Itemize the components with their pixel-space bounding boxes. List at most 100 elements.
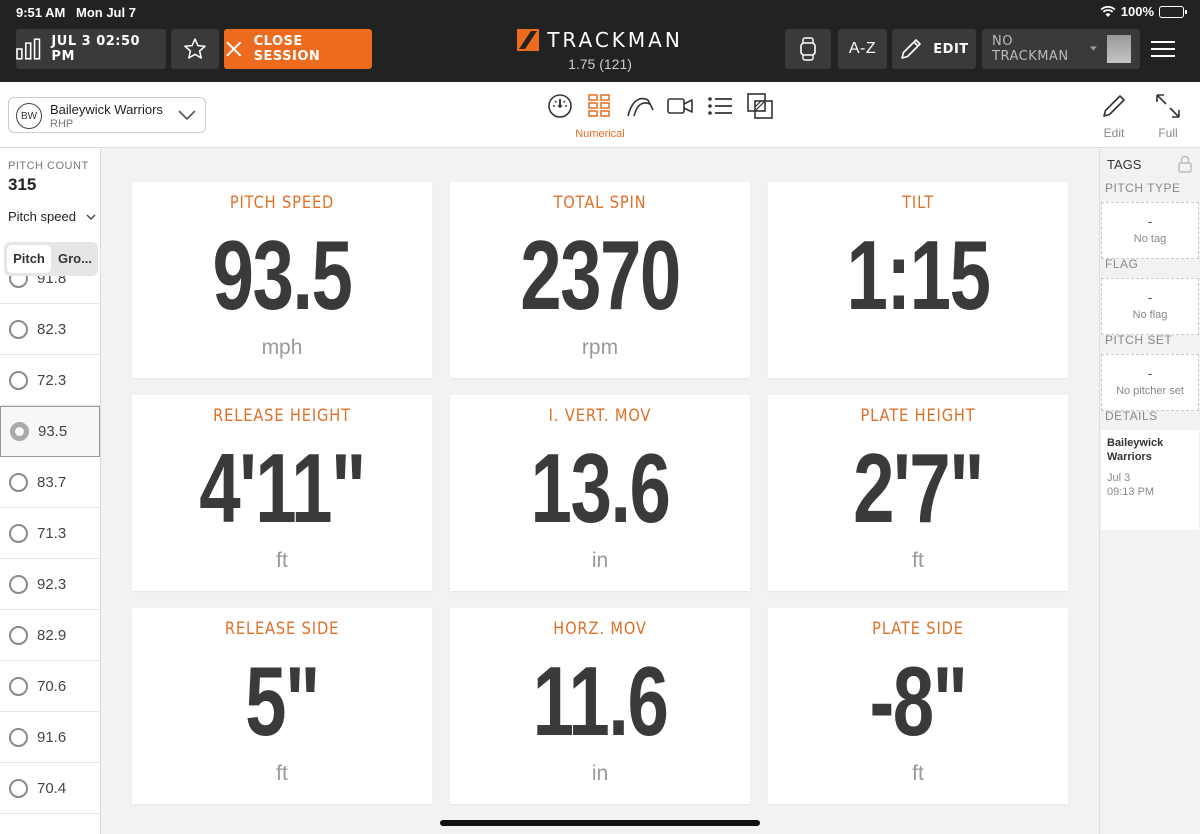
device-select[interactable]: NO TRACKMAN	[982, 29, 1140, 69]
metric-tile[interactable]: PLATE HEIGHT 2'7" ft	[768, 395, 1068, 591]
details-box: Baileywick Warriors Jul 3 09:13 PM	[1101, 430, 1199, 530]
active-view-label: Numerical	[575, 128, 625, 140]
list-item[interactable]: 83.7	[0, 457, 100, 508]
metric-tile[interactable]: RELEASE HEIGHT 4'11" ft	[132, 395, 432, 591]
metric-unit: rpm	[581, 336, 619, 359]
pitch-speed-value: 93.5	[38, 423, 68, 440]
radio-icon	[9, 778, 28, 798]
bar-chart-icon	[16, 38, 41, 60]
pitch-speed-value: 83.7	[37, 473, 67, 491]
metric-label: TOTAL SPIN	[553, 193, 647, 213]
app-version: 1.75 (121)	[568, 56, 632, 72]
radio-icon	[9, 625, 28, 645]
pitcher-hand: RHP	[50, 118, 74, 130]
pencil-icon	[901, 39, 922, 59]
list-item[interactable]: 70.6	[0, 661, 100, 712]
metric-grid: PITCH SPEED 93.5 mph TOTAL SPIN 2370 rpm TILT 1…	[102, 149, 1099, 834]
pitch-type-value: No tag	[1133, 233, 1167, 245]
sub-header: BW Baileywick Warriors RHP Numerical Edi…	[0, 82, 1200, 148]
metric-value: -8"	[869, 646, 969, 756]
pencil-icon	[1103, 95, 1125, 117]
metric-label: PLATE HEIGHT	[860, 406, 976, 426]
details-team: Baileywick Warriors	[1107, 437, 1164, 463]
list-item[interactable]: 82.3	[0, 304, 100, 355]
tab-video[interactable]	[666, 92, 694, 120]
radio-icon	[9, 370, 28, 390]
menu-button[interactable]	[1143, 29, 1183, 69]
metric-label: HORZ. MOV	[553, 619, 647, 639]
team-selector[interactable]: BW Baileywick Warriors RHP	[8, 97, 206, 133]
edit-tool-button[interactable]: Edit	[1094, 92, 1134, 140]
list-item[interactable]: 91.8	[0, 276, 100, 304]
details-date: Jul 3	[1107, 472, 1131, 484]
sort-value: Pitch speed	[8, 209, 76, 224]
list-item[interactable]: 72.3	[0, 355, 100, 406]
fullscreen-button[interactable]: Full	[1148, 92, 1188, 140]
star-icon	[184, 38, 206, 59]
list-item[interactable]: 93.5	[0, 406, 100, 457]
status-date: Mon Jul 7	[76, 5, 136, 20]
pitch-list[interactable]: 91.8 82.3 72.3 93.5 83.7 71.3 92.3 82.9 70.6 91.6…	[0, 276, 100, 834]
metric-value: 2'7"	[853, 433, 984, 543]
tab-trajectory[interactable]	[626, 92, 654, 120]
flag-tag[interactable]: - No flag	[1101, 278, 1199, 335]
metric-label: RELEASE SIDE	[224, 619, 340, 639]
metric-tile[interactable]: TOTAL SPIN 2370 rpm	[450, 182, 750, 378]
session-button[interactable]: JUL 3 02:50 PM	[16, 29, 166, 69]
pitch-speed-value: 91.8	[37, 276, 67, 287]
radio-icon	[9, 676, 28, 696]
pitch-type-tag[interactable]: - No tag	[1101, 202, 1199, 259]
lock-icon[interactable]	[1178, 155, 1192, 173]
segment-group[interactable]: Gro...	[58, 251, 92, 266]
metric-tile[interactable]: I. VERT. MOV 13.6 in	[450, 395, 750, 591]
pitch-set-dash: -	[1147, 366, 1153, 381]
pitch-set-label: PITCH SET	[1105, 333, 1173, 347]
pitch-count-label: PITCH COUNT	[8, 160, 89, 172]
metric-label: RELEASE HEIGHT	[213, 406, 351, 426]
chevron-down-icon	[86, 214, 96, 220]
pitch-set-tag[interactable]: - No pitcher set	[1101, 354, 1199, 411]
segment-pitch[interactable]: Pitch	[7, 245, 51, 273]
tab-dashboard[interactable]	[546, 92, 574, 120]
metric-tile[interactable]: HORZ. MOV 11.6 in	[450, 608, 750, 804]
status-time: 9:51 AM	[16, 5, 66, 20]
watch-button[interactable]	[785, 29, 831, 69]
pitch-speed-value: 71.3	[37, 524, 67, 542]
tab-compare[interactable]	[746, 92, 774, 120]
metric-value: 5"	[245, 646, 320, 756]
sort-az-button[interactable]: A-Z	[838, 29, 887, 69]
pitch-type-label: PITCH TYPE	[1105, 181, 1181, 195]
list-item[interactable]: 82.9	[0, 610, 100, 661]
list-item[interactable]: 71.3	[0, 508, 100, 559]
pitch-type-dash: -	[1147, 214, 1153, 229]
status-right: 100%	[1100, 4, 1187, 19]
close-icon	[226, 41, 242, 57]
sort-select[interactable]: Pitch speed	[8, 209, 96, 224]
metric-tile[interactable]: RELEASE SIDE 5" ft	[132, 608, 432, 804]
list-item[interactable]: 91.6	[0, 712, 100, 763]
metric-value: 2370	[520, 220, 681, 330]
edit-button[interactable]: EDIT	[892, 29, 976, 69]
metric-value: 4'11"	[199, 433, 366, 543]
tab-list[interactable]	[706, 92, 734, 120]
metric-value: 93.5	[212, 220, 353, 330]
metric-unit: ft	[276, 762, 288, 785]
metric-tile[interactable]: PITCH SPEED 93.5 mph	[132, 182, 432, 378]
metric-tile[interactable]: TILT 1:15	[768, 182, 1068, 378]
brand: TRACKMAN 1.75 (121)	[500, 28, 700, 76]
trackman-logo-icon	[517, 29, 540, 51]
metric-unit: ft	[912, 549, 924, 572]
metric-value: 1:15	[846, 220, 992, 330]
pitch-speed-value: 70.6	[37, 677, 67, 695]
list-item[interactable]: 70.4	[0, 763, 100, 814]
tab-numerical[interactable]	[586, 92, 614, 120]
metric-tile[interactable]: PLATE SIDE -8" ft	[768, 608, 1068, 804]
favorite-button[interactable]	[171, 29, 219, 69]
list-item[interactable]: 92.3	[0, 559, 100, 610]
close-session-button[interactable]: CLOSE SESSION	[224, 29, 372, 69]
metric-unit: ft	[912, 762, 924, 785]
device-thumbnail	[1106, 35, 1131, 63]
metric-label: TILT	[902, 193, 934, 213]
radio-icon	[9, 574, 28, 594]
watch-icon	[800, 37, 816, 61]
